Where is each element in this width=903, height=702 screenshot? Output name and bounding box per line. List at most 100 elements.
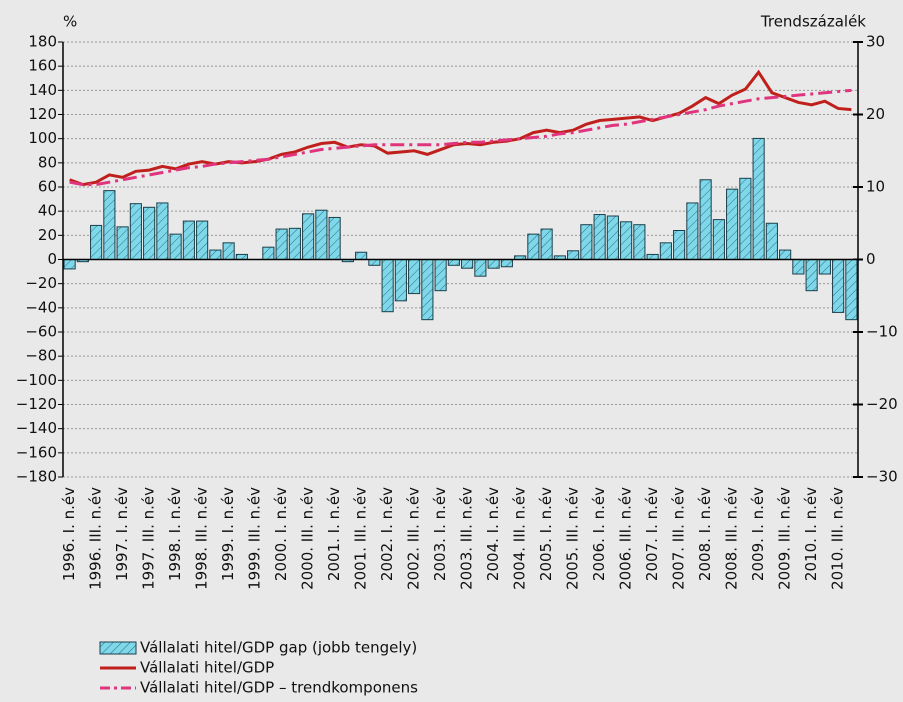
bar [673, 230, 686, 260]
bar [726, 188, 739, 260]
bar [156, 202, 169, 260]
y2-tick-label: 30 [866, 33, 885, 51]
y-axis-label: % [63, 13, 77, 31]
bar [699, 179, 712, 260]
x-tick-label: 2007. III. n.év [670, 487, 688, 590]
bar [262, 246, 275, 261]
bar [275, 228, 288, 261]
bar [500, 259, 513, 268]
x-tick-label: 1998. I. n.év [166, 487, 184, 581]
bar [659, 242, 672, 260]
bar [686, 202, 699, 260]
y-tick-label: −40 [25, 298, 57, 316]
bar [580, 224, 593, 260]
x-tick-label: 1999. III. n.év [246, 487, 264, 590]
bar [646, 253, 659, 261]
x-tick-label: 2008. I. n.év [696, 487, 714, 581]
bar [222, 242, 235, 260]
bar [394, 259, 407, 302]
bar [381, 259, 394, 313]
bar [567, 250, 580, 261]
x-tick-label: 2010. I. n.év [802, 487, 820, 581]
bar [129, 203, 142, 261]
legend-label: Vállalati hitel/GDP – trendkomponens [140, 679, 418, 697]
bar [461, 259, 474, 269]
bar [818, 259, 831, 275]
bar [487, 259, 500, 269]
y-tick-label: 120 [28, 105, 57, 123]
x-tick-label: 2009. I. n.év [749, 487, 767, 581]
x-tick-label: 1996. I. n.év [60, 487, 78, 581]
bar [368, 259, 381, 266]
x-tick-label: 1998. III. n.év [193, 487, 211, 590]
y-tick-label: −180 [16, 468, 57, 486]
y-tick-label: −80 [25, 347, 57, 365]
x-tick-label: 1997. III. n.év [140, 487, 158, 590]
y-tick-label: 40 [38, 202, 57, 220]
y2-axis-label: Trendszázalék [760, 13, 866, 31]
x-tick-label: 2001. I. n.év [325, 487, 343, 581]
bar [712, 219, 725, 260]
bar [633, 224, 646, 260]
x-tick-label: 2000. III. n.év [299, 487, 317, 590]
y2-tick-label: −20 [866, 395, 898, 413]
legend-label: Vállalati hitel/GDP [140, 659, 274, 677]
y-tick-label: 80 [38, 153, 57, 171]
bar [447, 259, 460, 266]
legend-swatch [99, 641, 137, 655]
y2-tick-label: 10 [866, 178, 885, 196]
y-tick-label: −140 [16, 419, 57, 437]
x-tick-label: 2006. I. n.év [590, 487, 608, 581]
bar [328, 216, 341, 260]
y2-tick-label: −30 [866, 468, 898, 486]
x-tick-label: 2001. III. n.év [352, 487, 370, 590]
bar [288, 227, 301, 260]
y-tick-label: 160 [28, 57, 57, 75]
y-tick-label: 60 [38, 178, 57, 196]
line [69, 88, 852, 187]
bar [196, 220, 209, 260]
x-tick-label: 2000. I. n.év [272, 487, 290, 581]
bar [606, 215, 619, 260]
bar [63, 259, 76, 270]
bar [805, 259, 818, 292]
bar [792, 259, 805, 275]
x-tick-label: 2003. III. n.év [458, 487, 476, 590]
x-tick-label: 2002. III. n.év [405, 487, 423, 590]
bar [355, 251, 368, 260]
bar [765, 222, 778, 260]
y-tick-label: −100 [16, 371, 57, 389]
bar [739, 177, 752, 260]
x-tick-label: 2003. I. n.év [431, 487, 449, 581]
x-tick-label: 2004. I. n.év [484, 487, 502, 581]
bar [779, 249, 792, 260]
bar [540, 228, 553, 261]
bar [169, 233, 182, 260]
x-tick-label: 1999. I. n.év [219, 487, 237, 581]
x-tick-label: 2005. I. n.év [537, 487, 555, 581]
x-tick-label: 2005. III. n.év [564, 487, 582, 590]
bar [143, 206, 156, 261]
y2-tick-label: −10 [866, 323, 898, 341]
bar [845, 259, 858, 321]
bar [421, 259, 434, 321]
x-tick-label: 2004. III. n.év [511, 487, 529, 590]
x-tick-label: 2002. I. n.év [378, 487, 396, 581]
x-tick-label: 2007. I. n.év [643, 487, 661, 581]
x-tick-label: 1997. I. n.év [113, 487, 131, 581]
bar [315, 209, 328, 260]
x-tick-label: 2006. III. n.év [617, 487, 635, 590]
y2-tick-label: 20 [866, 105, 885, 123]
y-tick-label: 0 [47, 250, 57, 268]
y2-tick-label: 0 [866, 250, 876, 268]
bar [474, 259, 487, 277]
y-tick-label: −120 [16, 395, 57, 413]
bar [103, 190, 116, 260]
x-tick-label: 2009. III. n.év [776, 487, 794, 590]
bar [209, 249, 222, 260]
bar [832, 259, 845, 313]
bar [620, 221, 633, 261]
line [69, 69, 852, 187]
legend-label: Vállalati hitel/GDP gap (jobb tengely) [140, 639, 417, 657]
